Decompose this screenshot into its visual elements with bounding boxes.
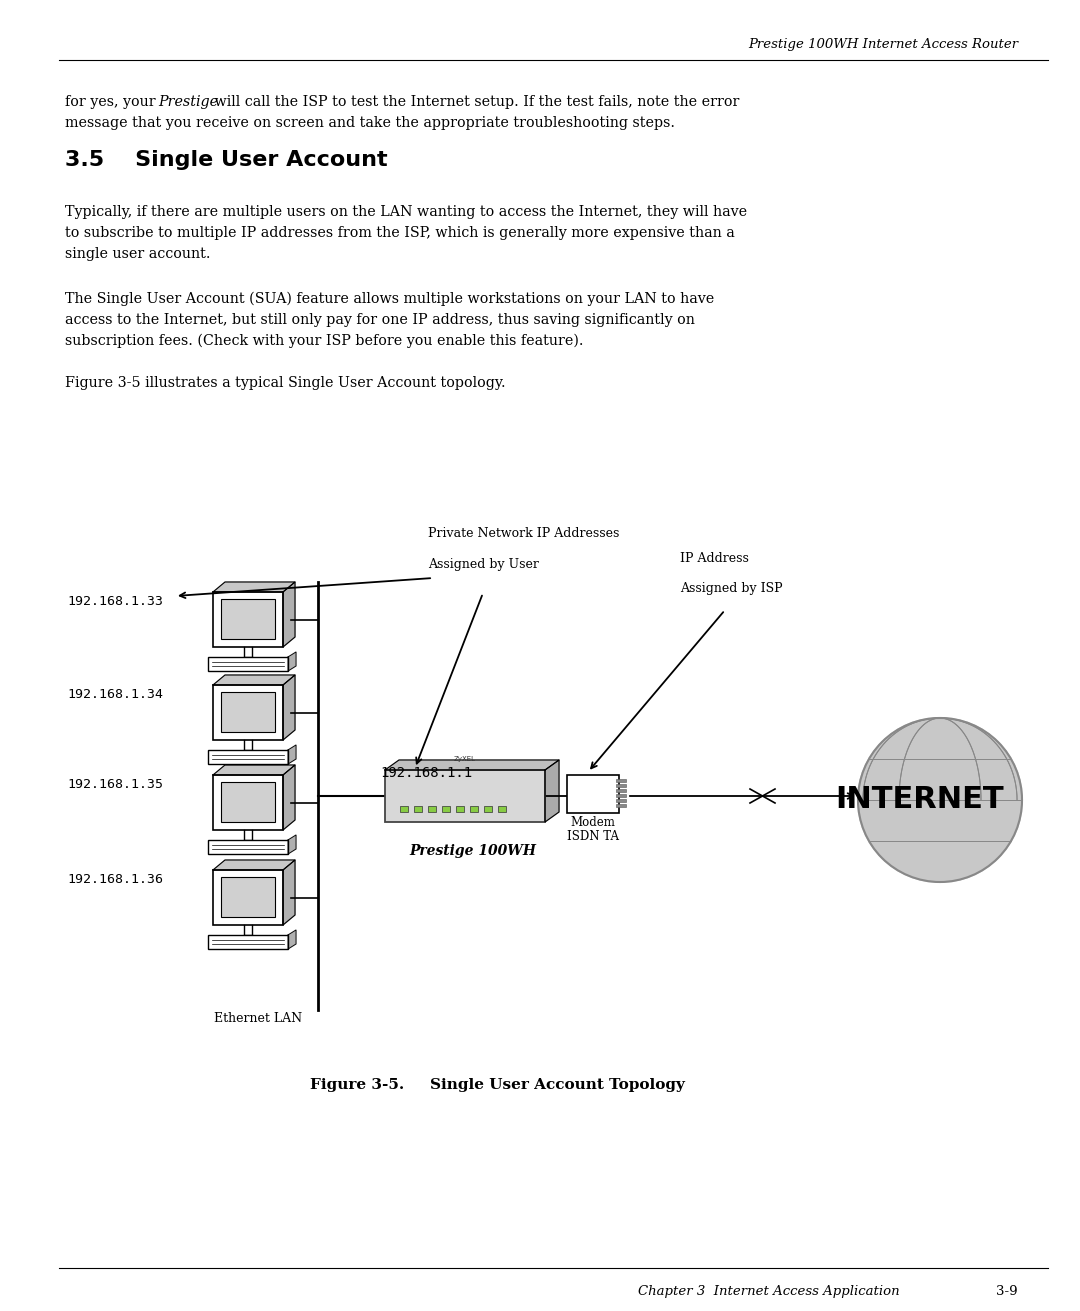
Text: 192.168.1.34: 192.168.1.34	[67, 688, 163, 701]
Text: will call the ISP to test the Internet setup. If the test fails, note the error: will call the ISP to test the Internet s…	[210, 94, 740, 109]
Polygon shape	[283, 582, 295, 648]
Text: Assigned by User: Assigned by User	[428, 558, 539, 572]
Bar	[384, 770, 545, 822]
Text: to subscribe to multiple IP addresses from the ISP, which is generally more expe: to subscribe to multiple IP addresses fr…	[65, 225, 734, 240]
Text: 192.168.1.33: 192.168.1.33	[67, 595, 163, 608]
Text: Figure 3-5 illustrates a typical Single User Account topology.: Figure 3-5 illustrates a typical Single …	[65, 376, 505, 389]
Bar	[616, 804, 626, 808]
Text: ZyXEL: ZyXEL	[454, 756, 476, 762]
Text: Assigned by ISP: Assigned by ISP	[680, 582, 783, 595]
Text: Prestige: Prestige	[158, 94, 218, 109]
Polygon shape	[213, 860, 295, 871]
Bar	[456, 806, 464, 812]
Text: Single User Account Topology: Single User Account Topology	[430, 1078, 685, 1092]
Polygon shape	[545, 760, 559, 822]
Bar	[213, 871, 283, 926]
Text: message that you receive on screen and take the appropriate troubleshooting step: message that you receive on screen and t…	[65, 115, 675, 130]
Bar	[567, 775, 619, 813]
Bar	[208, 840, 288, 853]
Bar	[498, 806, 507, 812]
Polygon shape	[288, 835, 296, 853]
Text: 3-9: 3-9	[997, 1285, 1018, 1298]
Bar	[470, 806, 478, 812]
Text: for yes, your: for yes, your	[65, 94, 160, 109]
Bar	[442, 806, 450, 812]
Polygon shape	[288, 652, 296, 671]
Polygon shape	[283, 766, 295, 830]
Text: Modem: Modem	[570, 815, 616, 829]
Polygon shape	[213, 582, 295, 593]
Text: Private Network IP Addresses: Private Network IP Addresses	[428, 527, 619, 540]
Bar	[616, 794, 626, 797]
Text: 3.5    Single User Account: 3.5 Single User Account	[65, 149, 388, 170]
Polygon shape	[283, 860, 295, 926]
Bar	[428, 806, 436, 812]
Text: subscription fees. (Check with your ISP before you enable this feature).: subscription fees. (Check with your ISP …	[65, 334, 583, 349]
Polygon shape	[288, 745, 296, 764]
Bar	[616, 779, 626, 781]
Bar	[208, 935, 288, 949]
Polygon shape	[384, 760, 559, 770]
Text: Typically, if there are multiple users on the LAN wanting to access the Internet: Typically, if there are multiple users o…	[65, 205, 747, 219]
Text: single user account.: single user account.	[65, 246, 211, 261]
Text: INTERNET: INTERNET	[836, 785, 1004, 814]
Text: Chapter 3  Internet Access Application: Chapter 3 Internet Access Application	[638, 1285, 900, 1298]
Bar	[208, 657, 288, 671]
Text: Figure 3-5.: Figure 3-5.	[310, 1078, 404, 1092]
Text: IP Address: IP Address	[680, 552, 748, 565]
Bar	[616, 789, 626, 792]
Bar	[616, 784, 626, 787]
Circle shape	[858, 718, 1022, 882]
Text: Ethernet LAN: Ethernet LAN	[214, 1012, 302, 1025]
Text: access to the Internet, but still only pay for one IP address, thus saving signi: access to the Internet, but still only p…	[65, 313, 694, 326]
Text: 192.168.1.36: 192.168.1.36	[67, 873, 163, 886]
Polygon shape	[288, 929, 296, 949]
Text: ISDN TA: ISDN TA	[567, 830, 619, 843]
Bar	[221, 781, 275, 822]
Bar	[221, 599, 275, 638]
Text: The Single User Account (SUA) feature allows multiple workstations on your LAN t: The Single User Account (SUA) feature al…	[65, 292, 714, 307]
Text: 192.168.1.1: 192.168.1.1	[380, 766, 472, 780]
Bar	[208, 750, 288, 764]
Bar	[616, 798, 626, 802]
Bar	[484, 806, 492, 812]
Bar	[221, 877, 275, 916]
Text: 192.168.1.35: 192.168.1.35	[67, 777, 163, 791]
Bar	[213, 775, 283, 830]
Polygon shape	[213, 675, 295, 686]
Text: Prestige 100WH Internet Access Router: Prestige 100WH Internet Access Router	[747, 38, 1018, 51]
Bar	[213, 593, 283, 648]
Bar	[213, 686, 283, 739]
Bar	[414, 806, 422, 812]
Polygon shape	[283, 675, 295, 739]
Text: Prestige 100WH: Prestige 100WH	[409, 844, 537, 857]
Bar	[400, 806, 408, 812]
Polygon shape	[213, 766, 295, 775]
Bar	[221, 692, 275, 732]
